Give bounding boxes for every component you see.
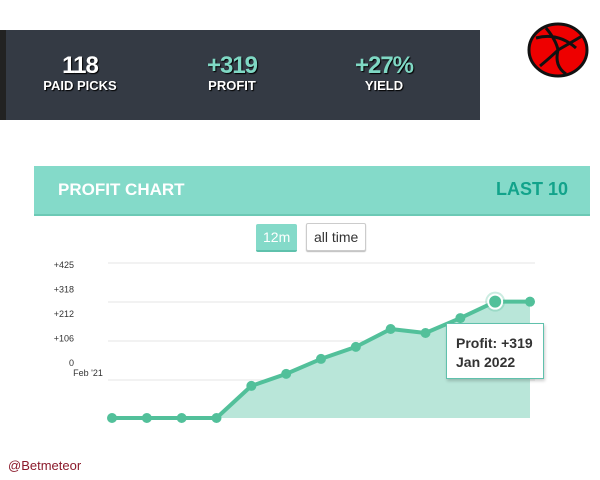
stat-value: +319: [206, 52, 258, 79]
data-point: [420, 328, 431, 339]
y-tick-label: +425: [54, 260, 74, 270]
data-point: [455, 313, 466, 324]
data-point: [487, 293, 504, 310]
data-point: [211, 413, 222, 423]
stat-yield: +27% YIELD: [324, 52, 444, 93]
tooltip-profit: Profit: +319: [456, 335, 533, 351]
y-tick-label: +106: [54, 334, 74, 344]
stat-profit: +319 PROFIT: [172, 52, 292, 93]
chart-tooltip: Profit: +319 Jan 2022: [446, 323, 544, 379]
data-point: [176, 413, 187, 423]
period-12m-button[interactable]: 12m: [256, 224, 298, 252]
data-point: [385, 324, 396, 335]
data-point: [107, 413, 117, 423]
stat-label: YIELD: [364, 78, 404, 93]
data-point: [525, 296, 535, 307]
stat-value: +27%: [354, 52, 414, 79]
chart-title: PROFIT CHART: [58, 180, 185, 199]
footer-handle: @Betmeteor: [8, 458, 82, 473]
x-tick-label: Feb '21: [73, 368, 103, 378]
y-tick-label: 0: [69, 358, 74, 368]
stat-value: 118: [62, 52, 99, 79]
y-tick-label: +318: [54, 285, 74, 295]
data-point: [281, 368, 292, 379]
period-all-time-button[interactable]: all time: [306, 223, 367, 251]
data-point: [350, 341, 361, 352]
data-point: [246, 380, 257, 391]
profit-chart-header: PROFIT CHART LAST 10: [34, 166, 590, 216]
data-point: [316, 353, 326, 364]
y-tick-label: +212: [54, 309, 74, 319]
tooltip-date: Jan 2022: [456, 354, 516, 370]
stats-banner: 118 PAID PICKS +319 PROFIT +27% YIELD: [0, 30, 480, 120]
last-10-link[interactable]: LAST 10: [495, 179, 568, 199]
stat-paid-picks: 118 PAID PICKS: [20, 52, 140, 93]
data-point: [141, 413, 152, 423]
stat-label: PROFIT: [208, 78, 256, 93]
volleyball-logo-icon: [527, 22, 589, 78]
stat-label: PAID PICKS: [43, 78, 117, 93]
